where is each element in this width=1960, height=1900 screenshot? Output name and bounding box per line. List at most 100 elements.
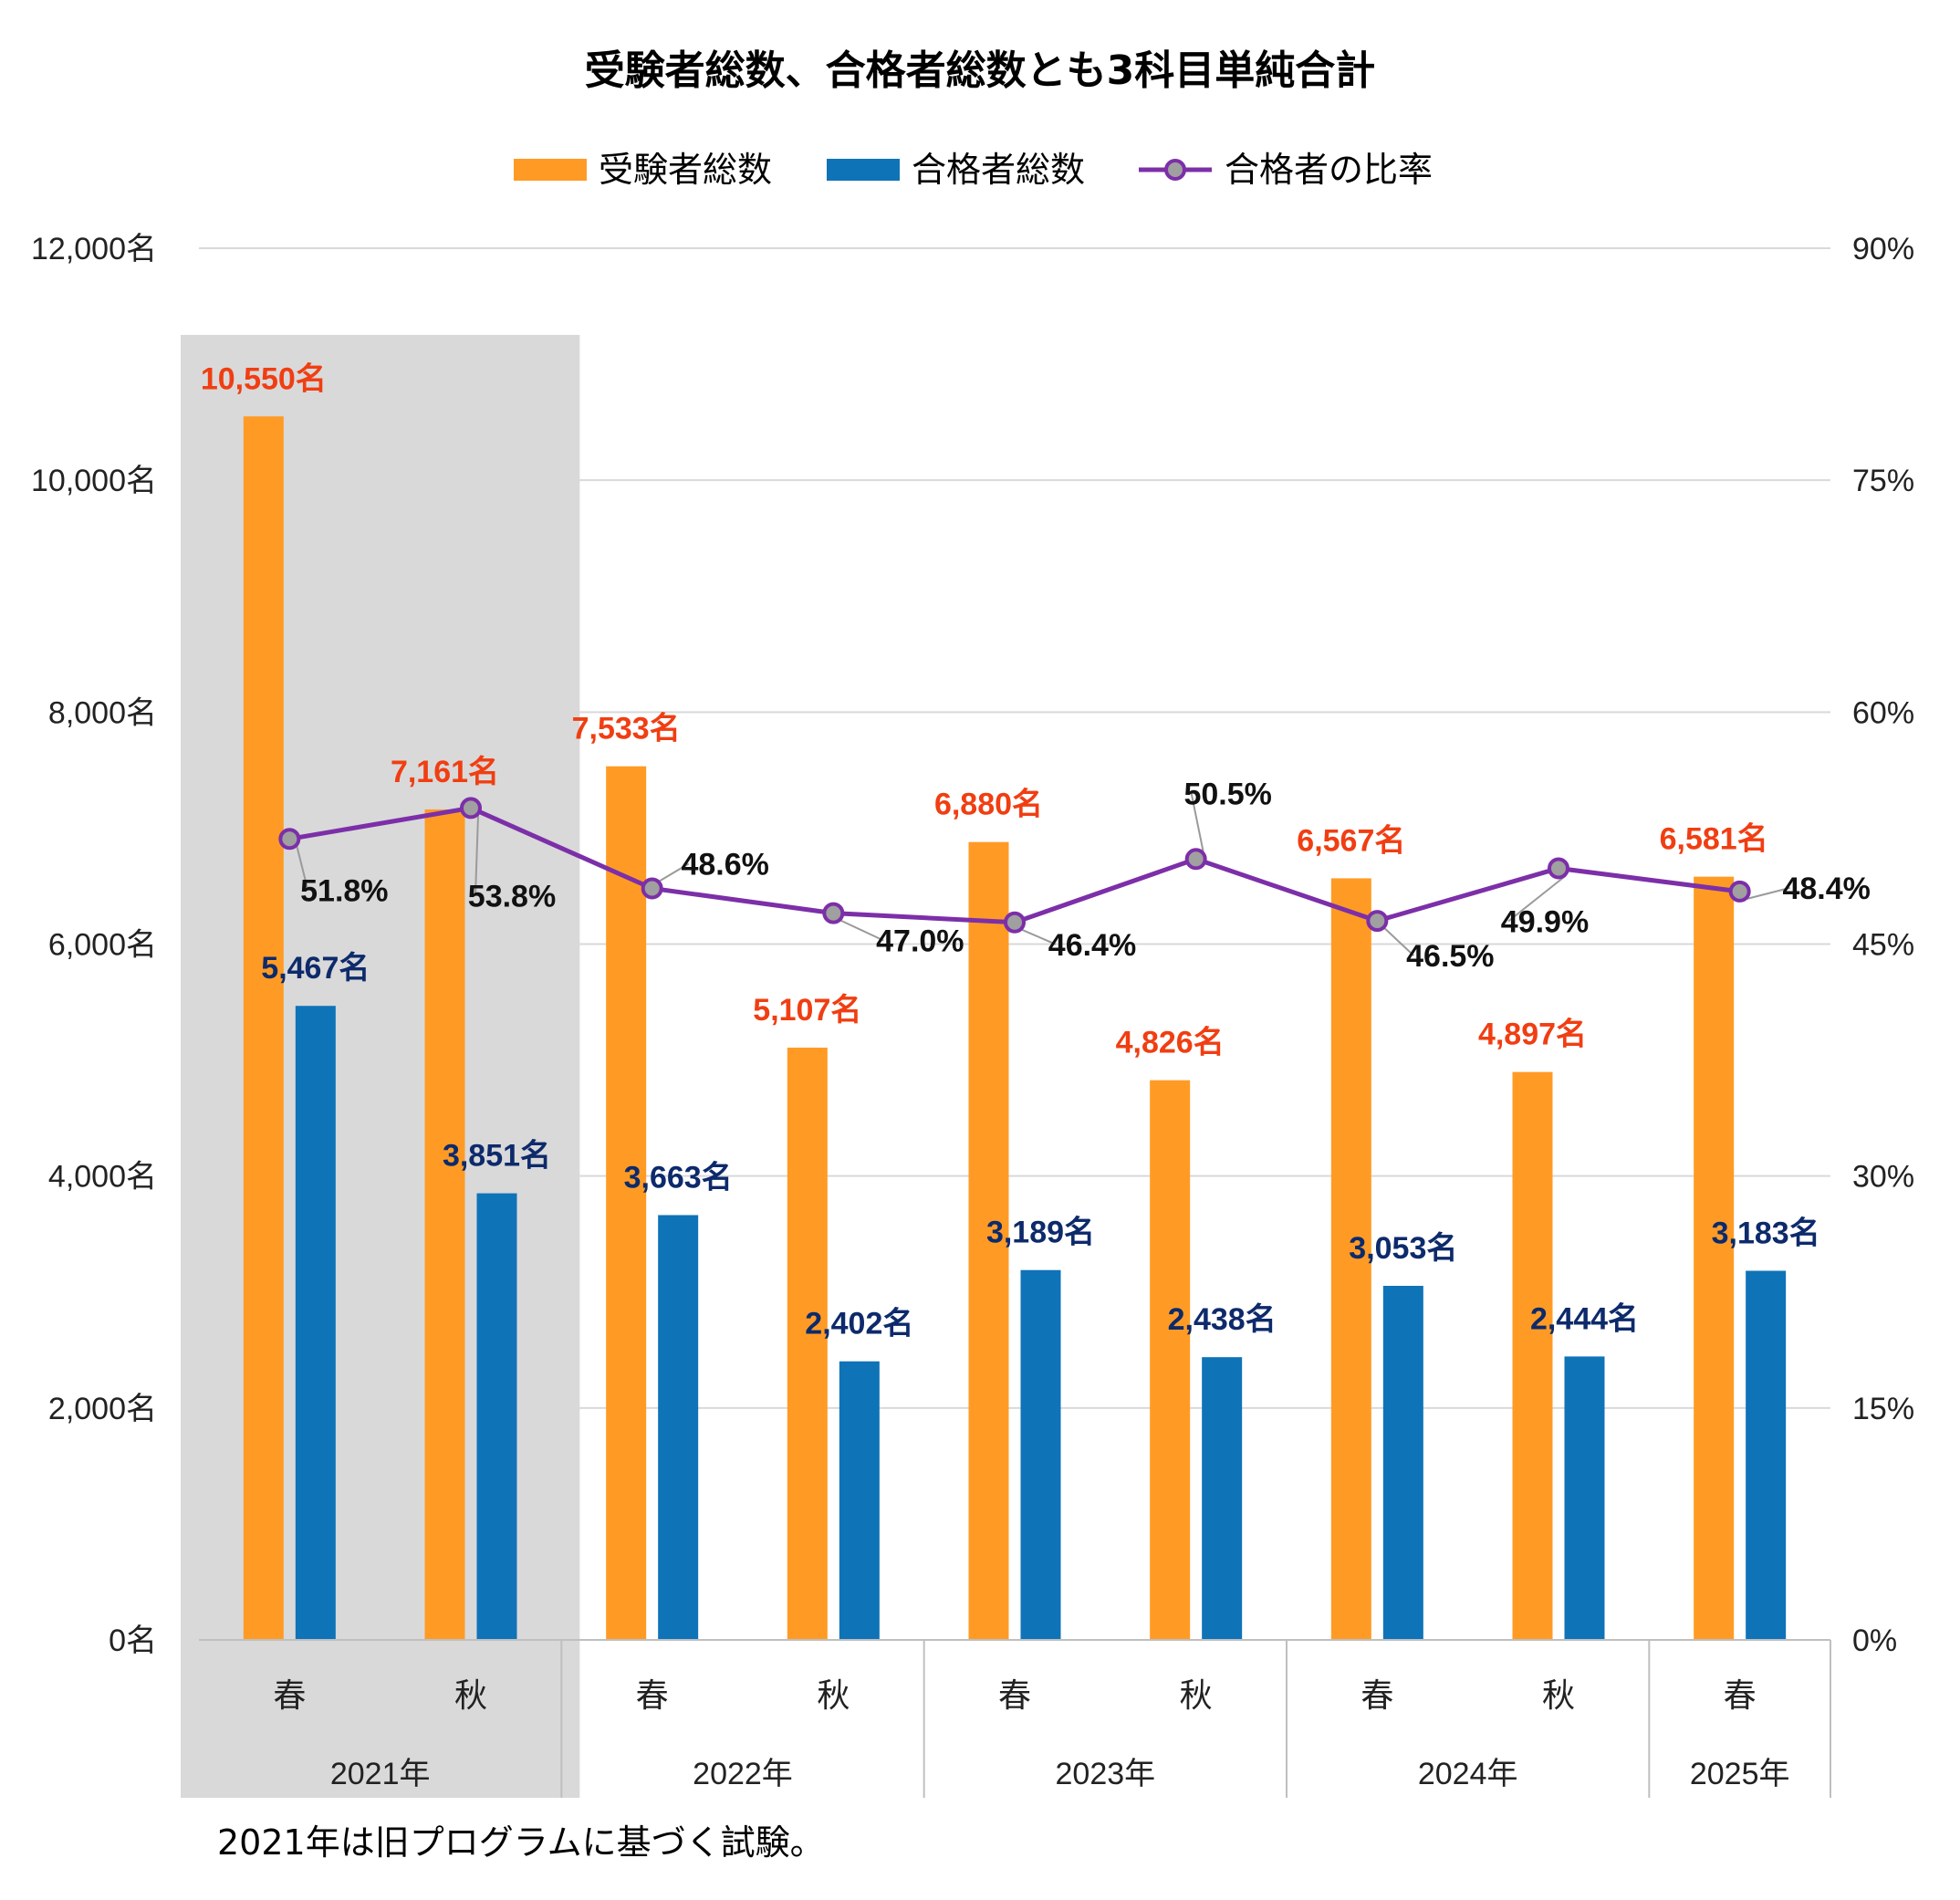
rate-point xyxy=(1366,910,1389,933)
right-tick-label: 90% xyxy=(1852,232,1914,266)
label-rate: 51.8% xyxy=(300,873,388,908)
rate-point xyxy=(1728,880,1751,903)
legend-marker-rate xyxy=(1164,159,1186,181)
rate-point xyxy=(641,877,663,900)
rate-leader xyxy=(1190,793,1204,852)
chart-title: 受験者総数、合格者総数とも3科目単純合計 xyxy=(585,47,1376,94)
label-total: 5,107名 xyxy=(753,993,861,1028)
rate-point xyxy=(460,797,482,820)
rate-leader xyxy=(839,919,884,942)
right-tick-label: 45% xyxy=(1852,928,1914,963)
category-label: 春 xyxy=(1724,1677,1757,1715)
label-total: 4,826名 xyxy=(1116,1026,1225,1060)
rate-line xyxy=(278,793,1790,956)
label-rate: 53.8% xyxy=(468,879,556,913)
left-tick-label: 6,000名 xyxy=(48,928,157,963)
rate-point xyxy=(278,828,301,851)
label-rate: 47.0% xyxy=(876,924,964,959)
label-total: 6,880名 xyxy=(934,788,1043,822)
bar-pass xyxy=(476,1193,517,1640)
bar-total xyxy=(1150,1080,1191,1640)
bars xyxy=(243,416,1787,1640)
label-pass: 2,438名 xyxy=(1168,1302,1277,1337)
bar-pass xyxy=(1202,1357,1243,1640)
bar-total xyxy=(1330,878,1371,1640)
rate-leader xyxy=(659,862,690,882)
label-rate: 46.5% xyxy=(1406,939,1494,974)
rate-leader xyxy=(1746,886,1790,900)
left-tick-label: 4,000名 xyxy=(48,1160,157,1195)
right-tick-label: 15% xyxy=(1852,1392,1914,1426)
bar-total xyxy=(243,416,284,1640)
rate-leader xyxy=(474,815,479,896)
label-pass: 2,402名 xyxy=(805,1307,913,1341)
left-tick-label: 8,000名 xyxy=(48,695,157,730)
label-pass: 5,467名 xyxy=(261,951,370,986)
right-tick-label: 75% xyxy=(1852,464,1914,498)
category-label: 春 xyxy=(1361,1677,1393,1715)
category-label: 春 xyxy=(636,1677,669,1715)
left-tick-label: 10,000名 xyxy=(31,464,157,498)
label-rate: 48.6% xyxy=(681,848,768,882)
label-pass: 3,189名 xyxy=(986,1216,1095,1250)
year-group-label: 2025年 xyxy=(1690,1757,1790,1791)
left-tick-label: 2,000名 xyxy=(48,1392,157,1426)
label-total: 6,581名 xyxy=(1660,822,1768,857)
label-rate: 50.5% xyxy=(1183,777,1271,811)
legend-label-total: 受験者総数 xyxy=(599,150,772,190)
bar-pass xyxy=(1020,1269,1061,1640)
x-axis: 春 秋 春 秋 春 秋 春 秋 春 2021年 2022年 2023年 2024年 2025年 xyxy=(199,1639,1831,1798)
label-pass: 3,663名 xyxy=(624,1160,733,1195)
rate-leader xyxy=(1507,874,1567,923)
label-total: 7,161名 xyxy=(391,755,499,789)
bar-pass xyxy=(295,1006,336,1640)
category-label: 秋 xyxy=(1542,1677,1575,1715)
legend-label-rate: 合格者の比率 xyxy=(1225,150,1433,190)
category-label: 春 xyxy=(998,1677,1031,1715)
label-total: 7,533名 xyxy=(572,712,681,746)
category-label: 秋 xyxy=(454,1677,487,1715)
bar-pass xyxy=(839,1361,880,1640)
label-total: 4,897名 xyxy=(1478,1018,1587,1052)
footnote: 2021年は旧プログラムに基づく試験。 xyxy=(217,1822,825,1863)
year-group-label: 2024年 xyxy=(1418,1757,1518,1791)
rate-point xyxy=(1184,848,1207,871)
category-label: 秋 xyxy=(817,1677,850,1715)
year-group-label: 2023年 xyxy=(1056,1757,1156,1791)
right-axis-ticks: 0% 15% 30% 45% 60% 75% 90% xyxy=(1852,232,1914,1658)
data-labels: 10,550名 5,467名 7,161名 3,851名 7,533名 3,663名 5,1… xyxy=(201,361,1871,1341)
label-total: 10,550名 xyxy=(201,361,327,396)
legend-swatch-total xyxy=(514,159,587,181)
label-rate: 46.4% xyxy=(1048,928,1136,963)
bar-pass xyxy=(1382,1286,1423,1640)
legend-label-pass: 合格者総数 xyxy=(912,150,1085,190)
bar-total xyxy=(787,1047,828,1640)
bar-pass xyxy=(1746,1270,1787,1640)
left-axis-ticks: 0名 2,000名 4,000名 6,000名 8,000名 10,000名 12,000名 xyxy=(31,232,157,1658)
rate-point xyxy=(1548,857,1569,880)
bar-total xyxy=(606,766,647,1640)
bar-pass xyxy=(658,1215,699,1640)
right-tick-label: 30% xyxy=(1852,1160,1914,1195)
left-tick-label: 0名 xyxy=(109,1623,157,1658)
rate-point xyxy=(1004,911,1026,934)
label-rate: 49.9% xyxy=(1501,904,1589,939)
legend: 受験者総数 合格者総数 合格者の比率 xyxy=(514,150,1433,190)
year-group-label: 2021年 xyxy=(330,1757,431,1791)
label-rate: 48.4% xyxy=(1782,872,1870,906)
legend-swatch-pass xyxy=(827,159,900,181)
rate-leader xyxy=(1021,928,1057,945)
bar-pass xyxy=(1564,1356,1605,1640)
label-pass: 3,183名 xyxy=(1712,1216,1820,1250)
bar-total xyxy=(968,841,1009,1640)
label-pass: 2,444名 xyxy=(1530,1301,1639,1336)
category-label: 春 xyxy=(273,1677,306,1715)
label-pass: 3,851名 xyxy=(443,1139,551,1174)
rate-leader xyxy=(1383,927,1415,956)
bar-total xyxy=(1694,876,1735,1640)
left-tick-label: 12,000名 xyxy=(31,232,157,266)
right-tick-label: 60% xyxy=(1852,695,1914,730)
highlight-2021 xyxy=(181,335,580,1798)
category-label: 秋 xyxy=(1180,1677,1213,1715)
